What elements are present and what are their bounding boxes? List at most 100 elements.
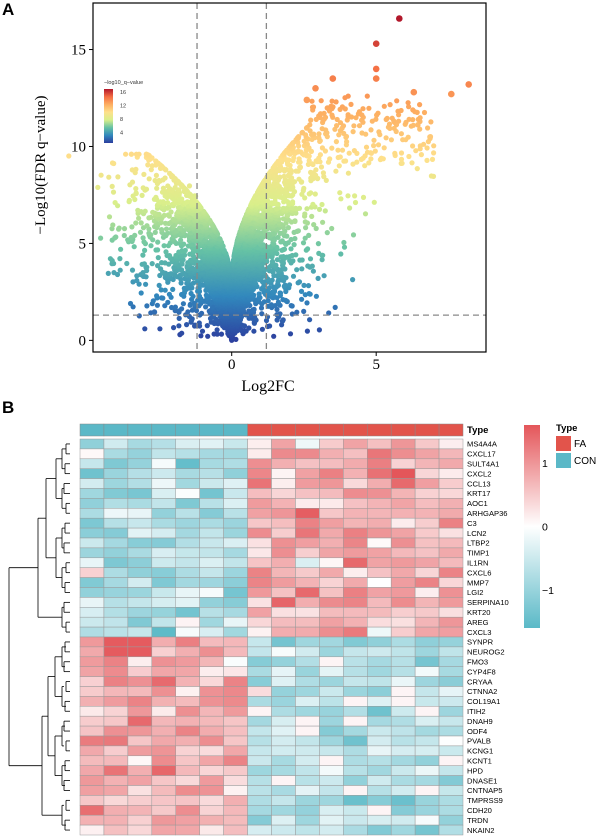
heatmap-cell [79,656,105,667]
volcano-point [184,322,190,328]
volcano-point [363,144,370,150]
volcano-point [316,206,323,212]
heatmap-cell [319,795,344,806]
heatmap-cell [438,656,464,667]
heatmap-cell [103,488,129,499]
heatmap-cell [79,775,105,786]
volcano-point [296,156,302,162]
heatmap-cell [151,616,176,628]
volcano-point [309,98,315,104]
volcano-point-high [372,75,380,82]
heatmap-cell [151,478,176,489]
heatmap-cell [103,765,129,776]
heatmap-cell [438,557,464,568]
heatmap-cell [223,616,248,628]
volcano-point [371,137,377,143]
volcano-point [294,267,300,273]
volcano-point [158,287,164,293]
heatmap-cell [367,438,392,450]
volcano-point [293,205,299,211]
heatmap-cell [199,765,224,776]
volcano-point [376,129,382,135]
volcano-point [178,280,184,286]
heatmap-cell [390,755,416,766]
volcano-point [133,220,139,226]
heatmap-cell [151,508,176,519]
heatmap-cell [295,745,320,757]
volcano-point [381,103,387,109]
volcano-point [251,328,257,334]
heatmap-cell [271,488,296,499]
q-value-colorbar-rect [104,89,113,143]
heatmap-cell [223,706,248,717]
type-annotation-cell [367,423,392,437]
heatmap-cell [390,438,416,450]
heatmap-cell [414,616,440,628]
heatmap-cell [103,735,129,747]
heatmap-cell [199,725,224,737]
heatmap-cell [438,785,464,796]
volcano-point [296,176,302,182]
heatmap-cell [79,607,105,618]
heatmap-cell [414,607,440,618]
heatmap-cell [199,607,224,618]
heatmap-cell [223,824,248,836]
heatmap-cell [127,567,153,578]
heatmap-cell [367,468,392,479]
heatmap-cell [390,696,416,707]
gene-label: SYNPR [467,638,494,647]
gene-label: NEUROG2 [467,648,505,657]
heatmap-cell [438,725,464,737]
volcano-point [266,285,272,291]
heatmap-cell [271,577,296,588]
heatmap-cell [103,616,129,628]
heatmap-cell [414,646,440,658]
heatmap-cell [271,448,296,460]
volcano-point [106,214,113,220]
volcano-point [329,98,335,104]
heatmap-cell [127,745,153,757]
q-value-legend-tick: 4 [120,131,123,137]
gene-label: LCN2 [467,529,486,538]
heatmap-cell [175,527,200,539]
heatmap-cell [414,805,440,816]
heatmap-cell [127,547,153,559]
heatmap-cell [79,666,105,677]
heatmap-cell [295,646,320,658]
heatmap-cell [223,745,248,757]
heatmap-cell [438,795,464,806]
volcano-point [141,261,147,267]
heatmap-cell [438,805,464,816]
heatmap-cell [103,517,129,529]
heatmap-cell [79,824,105,836]
y-tick-label: 0 [79,333,87,349]
heatmap-cell [79,735,105,747]
heatmap-cell [175,508,200,519]
volcano-point [301,185,307,191]
heatmap-cell [151,775,176,786]
volcano-point [269,277,275,283]
heatmap-cell [127,824,153,836]
heatmap-cell [79,755,105,766]
volcano-point [324,230,330,236]
heatmap-cell [247,725,272,737]
volcano-point-high [410,88,418,96]
heatmap-cell [223,636,248,648]
volcano-point [132,232,138,238]
heatmap-cell [414,577,440,588]
heatmap-cell [319,557,344,568]
heatmap-cell [199,715,224,727]
heatmap-cell [151,587,176,598]
heatmap-cell [247,706,272,717]
heatmap-cell [175,607,200,618]
heatmap-cell [103,547,129,559]
heatmap-cell [367,755,392,766]
heatmap-cell [390,676,416,687]
heatmap-cell [175,468,200,479]
heatmap-cell [103,597,129,608]
heatmap-cell [175,725,200,737]
heatmap-legend: 1 0 −1 Type FA CON [524,423,596,628]
heatmap-cell [199,814,224,826]
heatmap-cell [319,597,344,608]
heatmap-cell [223,448,248,460]
